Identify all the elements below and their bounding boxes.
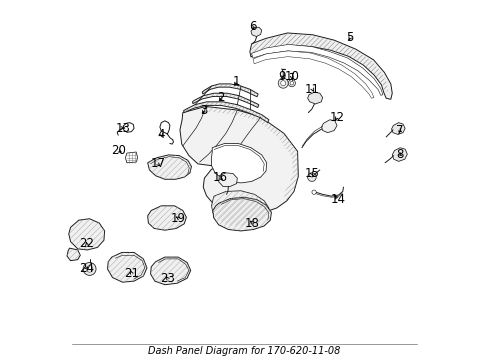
- Text: 14: 14: [329, 193, 345, 206]
- Polygon shape: [250, 27, 261, 37]
- Polygon shape: [107, 252, 147, 282]
- Text: 17: 17: [150, 157, 165, 170]
- Text: 20: 20: [111, 144, 125, 157]
- Polygon shape: [212, 197, 271, 231]
- Text: Dash Panel Diagram for 170-620-11-08: Dash Panel Diagram for 170-620-11-08: [148, 346, 340, 356]
- Text: 9: 9: [278, 70, 285, 83]
- Text: 13: 13: [116, 122, 130, 135]
- Polygon shape: [249, 33, 391, 99]
- Circle shape: [311, 190, 316, 194]
- Text: 6: 6: [248, 20, 256, 33]
- Polygon shape: [183, 102, 268, 123]
- Polygon shape: [211, 191, 268, 226]
- Polygon shape: [250, 34, 387, 91]
- Polygon shape: [253, 51, 373, 98]
- Text: 1: 1: [232, 75, 240, 88]
- Polygon shape: [180, 107, 298, 214]
- Circle shape: [278, 78, 287, 88]
- Text: 24: 24: [79, 262, 94, 275]
- Text: 15: 15: [304, 167, 319, 180]
- Polygon shape: [391, 148, 407, 161]
- Circle shape: [83, 262, 96, 275]
- Polygon shape: [107, 252, 147, 282]
- Polygon shape: [278, 134, 298, 201]
- Circle shape: [280, 81, 285, 86]
- Polygon shape: [67, 248, 80, 261]
- Text: 7: 7: [395, 124, 403, 137]
- Text: 19: 19: [170, 212, 185, 225]
- Text: 22: 22: [79, 237, 94, 250]
- Text: 3: 3: [200, 104, 207, 117]
- Polygon shape: [211, 143, 266, 183]
- Text: 2: 2: [217, 91, 224, 104]
- Text: 5: 5: [346, 31, 353, 44]
- Polygon shape: [150, 257, 190, 285]
- Circle shape: [307, 173, 316, 181]
- Text: 11: 11: [305, 83, 320, 96]
- Text: 18: 18: [244, 216, 259, 230]
- Polygon shape: [204, 107, 284, 138]
- Polygon shape: [192, 93, 258, 108]
- Polygon shape: [212, 197, 271, 231]
- Polygon shape: [67, 248, 80, 261]
- Text: 10: 10: [284, 70, 299, 83]
- Polygon shape: [147, 206, 186, 230]
- Polygon shape: [125, 152, 137, 163]
- Polygon shape: [69, 219, 104, 250]
- Circle shape: [86, 266, 93, 272]
- Text: 8: 8: [395, 148, 403, 161]
- Polygon shape: [391, 123, 405, 134]
- Text: 16: 16: [212, 171, 227, 184]
- Polygon shape: [307, 92, 322, 104]
- Polygon shape: [147, 206, 186, 230]
- Polygon shape: [147, 155, 191, 179]
- Polygon shape: [218, 173, 237, 186]
- Polygon shape: [211, 191, 268, 226]
- Polygon shape: [192, 93, 258, 108]
- Circle shape: [289, 81, 293, 85]
- Polygon shape: [202, 84, 258, 97]
- Polygon shape: [150, 257, 190, 285]
- Polygon shape: [202, 84, 258, 97]
- Polygon shape: [251, 44, 382, 95]
- Text: 23: 23: [160, 272, 175, 285]
- Polygon shape: [69, 219, 104, 250]
- Text: 21: 21: [124, 267, 139, 280]
- Polygon shape: [321, 120, 336, 133]
- Text: 12: 12: [329, 111, 344, 124]
- Circle shape: [287, 80, 295, 87]
- Polygon shape: [147, 155, 191, 179]
- Text: 4: 4: [157, 128, 165, 141]
- Polygon shape: [183, 102, 268, 123]
